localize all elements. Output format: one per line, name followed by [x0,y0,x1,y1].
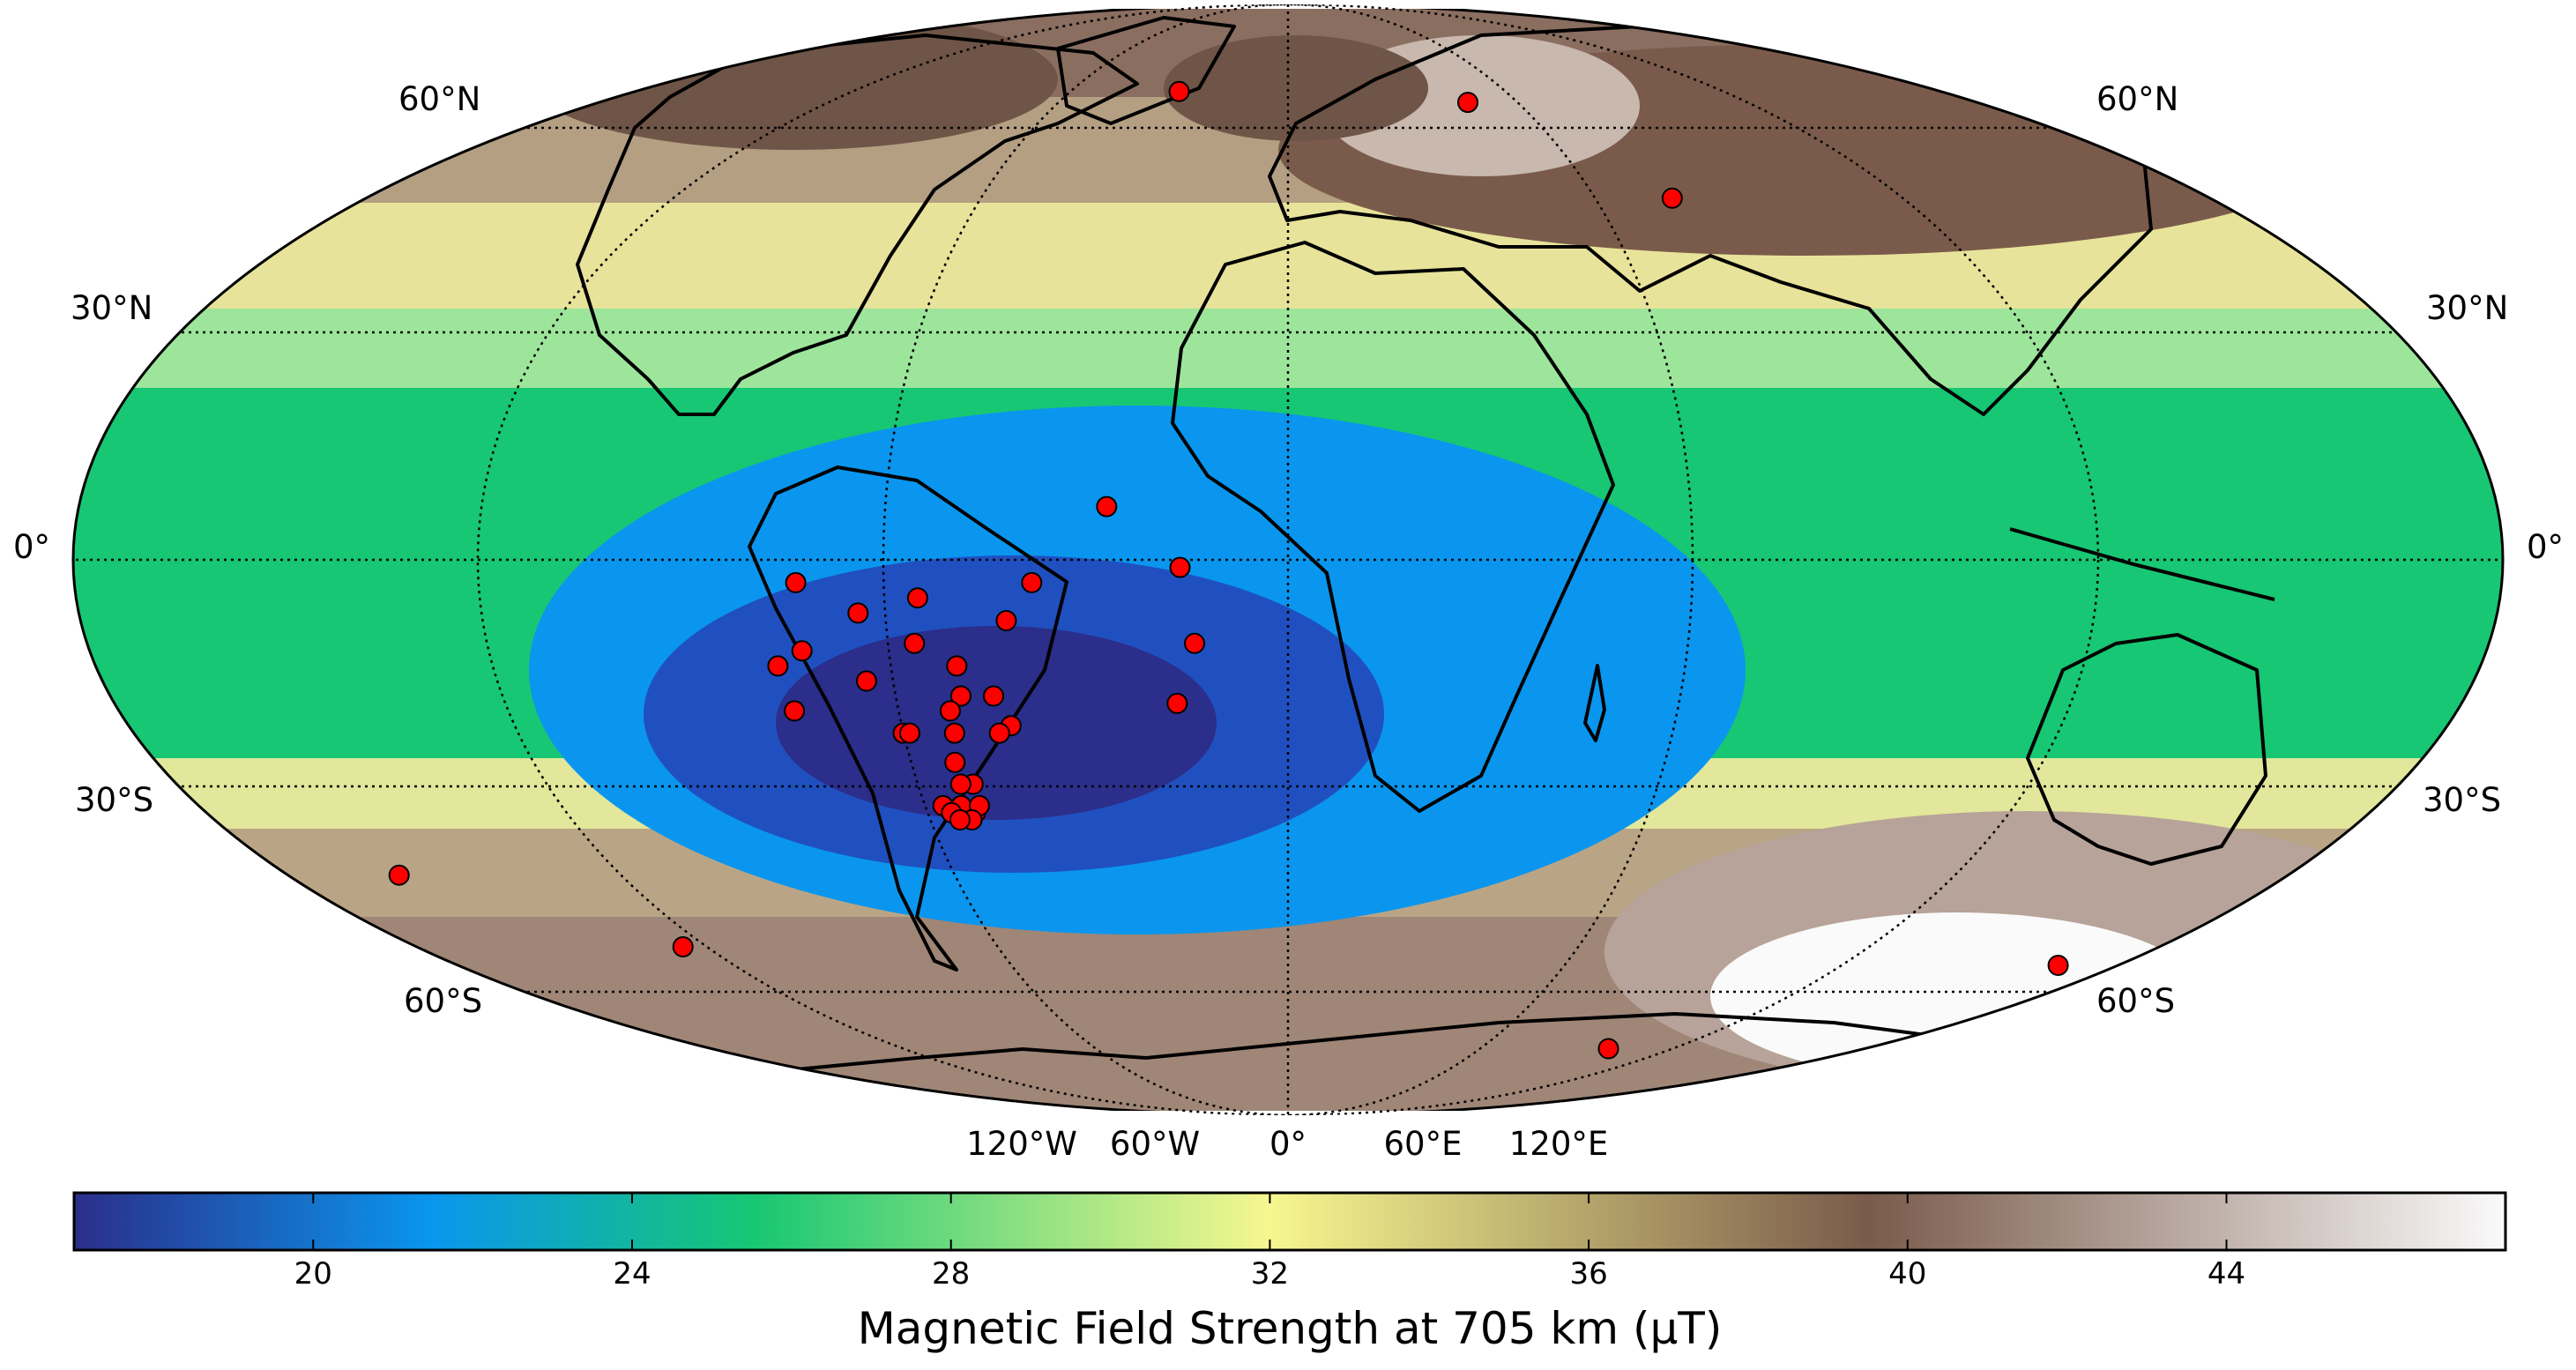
station-marker [784,700,806,722]
station-marker [791,640,813,662]
coast-eurasia [1268,25,2153,416]
station-marker [2047,955,2069,976]
lat-label-left-4: 60°S [404,982,482,1020]
station-marker [946,655,968,677]
meridian-120 [476,4,2100,1115]
station-marker [1168,80,1190,102]
station-marker [388,864,410,886]
station-marker [672,936,694,957]
colorbar-tick-label: 32 [1251,1256,1289,1292]
station-marker [1166,692,1188,714]
station-marker [949,809,971,830]
station-marker [1597,1038,1619,1060]
meridian-labels: 120°W 60°W 0° 60°E 120°E [966,1125,1608,1163]
lon-label-4: 120°E [1509,1125,1609,1163]
station-marker [1169,556,1191,578]
station-markers [388,80,2069,1060]
station-marker [767,655,789,677]
colorbar-tick-label: 40 [1888,1256,1926,1292]
coast-africa [1171,241,1615,813]
colorbar-gradient [72,1191,2507,1252]
colorbar-tick-label: 20 [294,1256,332,1292]
coast-australia [2026,633,2267,866]
lat-label-left-1: 30°N [71,289,153,327]
colorbar-tick-label: 28 [932,1256,970,1292]
station-marker [949,773,972,795]
coast-north-america [576,34,1139,416]
station-marker [1096,495,1118,517]
lat-label-right-4: 60°S [2096,982,2175,1020]
coast-south-america [748,465,1068,972]
colorbar-title: Magnetic Field Strength at 705 km (μT) [858,1303,1723,1354]
lat-label-right-2: 0° [2527,528,2564,566]
colorbar-ticks: 20 24 28 32 36 40 44 [294,1193,2245,1292]
meridian-60 [882,4,1694,1115]
lat-label-left-0: 60°N [398,80,480,118]
station-marker [785,571,807,593]
lat-label-right-3: 30°S [2423,781,2501,819]
station-marker [855,670,877,692]
station-marker [898,722,920,744]
station-marker [944,751,966,773]
station-marker [1661,187,1683,209]
lon-label-2: 0° [1269,1125,1307,1163]
station-marker [906,587,928,609]
station-marker [904,632,926,654]
lon-label-0: 120°W [966,1125,1077,1163]
lon-label-1: 60°W [1110,1125,1200,1163]
coast-greenland [1056,16,1236,125]
station-marker [949,685,972,707]
station-marker [943,722,965,744]
station-marker [1184,632,1205,654]
map-border [71,9,2505,1111]
station-marker [847,602,869,624]
colorbar-tick-label: 36 [1569,1256,1607,1292]
lat-label-left-3: 30°S [75,781,153,819]
colorbar: 20 24 28 32 36 40 44 Magnetic Field Strength a… [72,1191,2507,1354]
lat-label-right-0: 60°N [2096,80,2178,118]
station-marker [1021,571,1043,593]
lat-label-right-1: 30°N [2426,289,2508,327]
lat-label-left-2: 0° [13,528,50,566]
coast-indonesia [2009,527,2275,601]
coast-madagascar [1583,664,1606,742]
station-marker [939,700,961,722]
station-marker [983,685,1004,707]
parallel-labels: 60°N 30°N 0° 30°S 60°S 60°N 30°N 0° 30°S… [13,80,2564,1020]
station-marker [988,722,1010,744]
colorbar-tick-label: 44 [2207,1256,2245,1292]
coast-new-zealand [2326,845,2364,927]
colorbar-tick-label: 24 [613,1256,651,1292]
lon-label-3: 60°E [1384,1125,1463,1163]
station-marker [1457,92,1478,114]
station-marker [995,610,1017,631]
